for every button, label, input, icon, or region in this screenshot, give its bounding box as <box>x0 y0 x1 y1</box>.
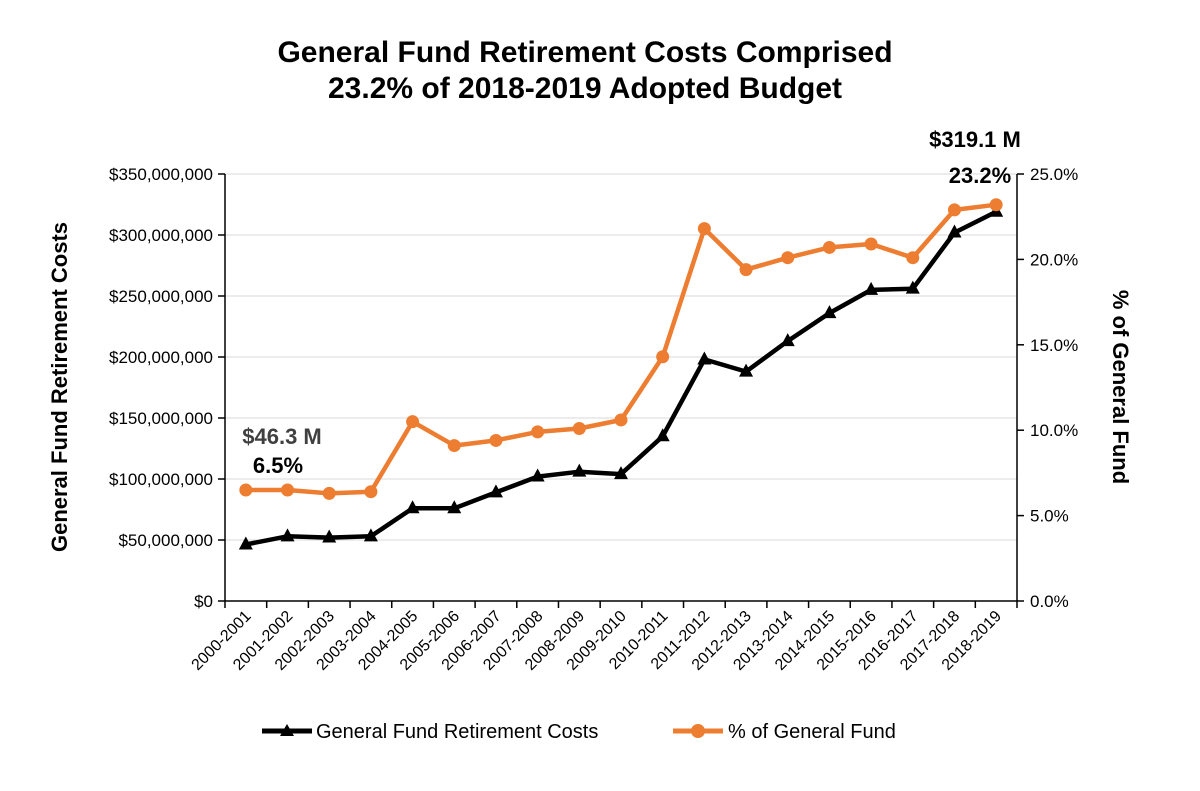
legend-label-retirement-costs: General Fund Retirement Costs <box>316 721 598 743</box>
right-y-tick-labels: 0.0% 5.0% 10.0% 15.0% 20.0% 25.0% <box>1030 165 1078 611</box>
left-y-tick-label: $50,000,000 <box>118 531 213 550</box>
data-point-retirement-costs <box>655 428 670 442</box>
data-point-pct-general-fund <box>947 203 961 217</box>
left-y-tick-label: $250,000,000 <box>109 287 213 306</box>
data-point-retirement-costs <box>280 528 295 542</box>
series-line-pct-general-fund <box>243 202 999 496</box>
right-y-tick-label: 15.0% <box>1030 336 1078 355</box>
series-line-retirement-costs <box>243 209 999 547</box>
left-y-tick-label: $300,000,000 <box>109 226 213 245</box>
right-y-tick-label: 5.0% <box>1030 507 1069 526</box>
y-axis-left-label: General Fund Retirement Costs <box>47 222 72 552</box>
left-y-tick-labels: $0 $50,000,000 $100,000,000 $150,000,000 $20… <box>109 165 213 611</box>
data-point-pct-general-fund <box>697 222 711 236</box>
gridlines <box>225 173 1017 541</box>
data-point-retirement-costs <box>322 529 337 543</box>
data-point-retirement-costs <box>447 500 462 514</box>
data-point-pct-general-fund <box>447 439 461 453</box>
x-tick-labels: 2000-20012001-20022002-20032003-20042004… <box>189 608 1006 674</box>
data-point-pct-general-fund <box>531 425 545 439</box>
data-point-retirement-costs <box>572 463 587 477</box>
data-point-retirement-costs <box>530 468 545 482</box>
data-point-pct-general-fund <box>614 413 628 427</box>
left-y-tick-label: $100,000,000 <box>109 470 213 489</box>
data-point-retirement-costs <box>780 333 795 347</box>
data-point-pct-general-fund <box>781 251 795 265</box>
data-point-pct-general-fund <box>864 237 878 251</box>
axes <box>218 173 1024 608</box>
data-point-pct-general-fund <box>739 263 753 277</box>
legend-label-pct-general-fund: % of General Fund <box>728 721 896 743</box>
annotation-end-amount: $319.1 M <box>929 127 1021 152</box>
data-point-retirement-costs <box>905 280 920 294</box>
data-point-retirement-costs <box>614 466 628 480</box>
data-point-pct-general-fund <box>822 240 836 254</box>
left-y-tick-label: $200,000,000 <box>109 348 213 367</box>
data-point-retirement-costs <box>405 500 420 514</box>
right-y-tick-label: 25.0% <box>1030 165 1078 184</box>
data-point-retirement-costs <box>363 528 378 542</box>
data-point-pct-general-fund <box>322 486 336 500</box>
data-point-pct-general-fund <box>239 483 253 497</box>
legend-marker-circle <box>691 724 705 738</box>
right-y-tick-label: 10.0% <box>1030 421 1078 440</box>
legend-marker-triangle <box>280 724 294 736</box>
data-point-retirement-costs <box>488 484 503 498</box>
annotation-end-pct: 23.2% <box>949 163 1011 188</box>
series <box>238 198 1004 550</box>
left-y-tick-label: $0 <box>194 592 213 611</box>
left-y-tick-label: $150,000,000 <box>109 409 213 428</box>
data-point-retirement-costs <box>739 363 754 377</box>
right-y-tick-label: 0.0% <box>1030 592 1069 611</box>
data-point-pct-general-fund <box>281 483 295 497</box>
data-point-retirement-costs <box>822 305 837 319</box>
data-point-retirement-costs <box>864 281 879 295</box>
data-point-pct-general-fund <box>656 350 670 364</box>
data-point-retirement-costs <box>947 224 962 238</box>
y-axis-right-label: % of General Fund <box>1108 290 1133 484</box>
left-y-tick-label: $350,000,000 <box>109 165 213 184</box>
legend: General Fund Retirement Costs % of Gener… <box>262 721 896 743</box>
data-point-pct-general-fund <box>989 198 1003 212</box>
data-point-pct-general-fund <box>364 485 378 499</box>
data-point-pct-general-fund <box>406 415 420 429</box>
annotation-start-amount: $46.3 M <box>242 424 322 449</box>
right-y-tick-label: 20.0% <box>1030 250 1078 269</box>
data-point-pct-general-fund <box>489 433 503 447</box>
data-point-pct-general-fund <box>572 421 586 435</box>
chart-title-line-1: General Fund Retirement Costs Comprised <box>277 36 892 69</box>
data-point-pct-general-fund <box>906 251 920 265</box>
chart-title-line-2: 23.2% of 2018-2019 Adopted Budget <box>328 72 842 105</box>
data-point-retirement-costs <box>238 536 253 550</box>
data-point-retirement-costs <box>697 351 712 365</box>
annotation-start-pct: 6.5% <box>253 453 303 478</box>
